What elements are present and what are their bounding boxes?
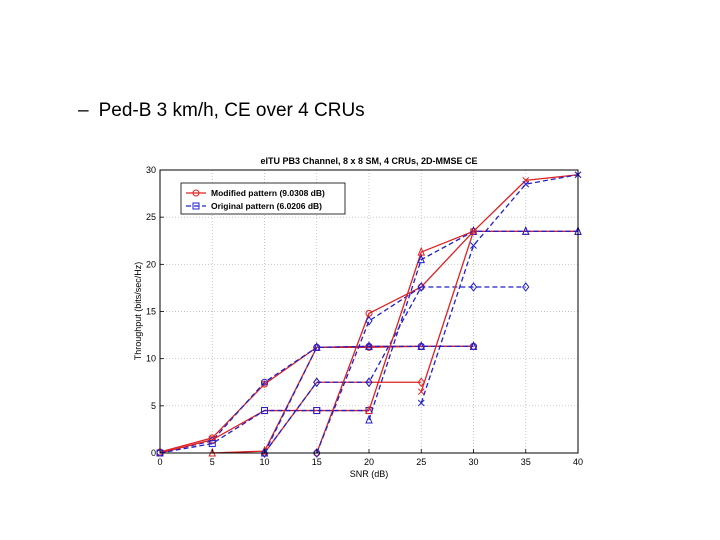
- legend-box: [180, 182, 346, 215]
- grid-layer: [160, 170, 578, 453]
- series-10: [313, 282, 425, 458]
- bullet-dash: –: [78, 100, 89, 121]
- data-point: [312, 342, 321, 351]
- data-point: [469, 282, 478, 292]
- data-point: [261, 407, 268, 415]
- x-axis-label: SNR (dB): [350, 469, 389, 479]
- series-line: [316, 230, 474, 454]
- data-point: [365, 405, 373, 415]
- x-tick-label: 20: [364, 457, 374, 467]
- data-point: [417, 254, 426, 264]
- data-point: [260, 448, 269, 458]
- data-point: [313, 407, 321, 415]
- series-line: [420, 174, 579, 392]
- data-point: [417, 341, 426, 350]
- bullet-text: Ped-B 3 km/h, CE over 4 CRUs: [98, 100, 365, 121]
- x-tick-label: 0: [157, 457, 162, 467]
- data-point: [417, 282, 425, 292]
- y-tick-label: 15: [146, 307, 156, 317]
- series-layer: [156, 171, 582, 458]
- x-tick-label: 25: [416, 457, 426, 467]
- data-point: [313, 377, 321, 388]
- data-point: [365, 316, 373, 326]
- legend: Modified pattern (9.0308 dB) Original pat…: [180, 182, 346, 215]
- data-point: [469, 341, 478, 350]
- x-tick-label: 5: [210, 457, 215, 467]
- data-point: [208, 440, 216, 448]
- data-point: [365, 414, 373, 424]
- data-point: [522, 180, 530, 188]
- legend-marker: [192, 202, 200, 210]
- series-line: [159, 409, 369, 454]
- data-point: [365, 341, 373, 350]
- tick-layer: 0 5 10 15 20 25 30 35 40 0 5 10 15 20 25 30: [146, 165, 583, 467]
- data-point: [469, 226, 478, 235]
- data-point: [208, 436, 216, 444]
- y-axis-label: Throughput (bits/sec/Hz): [133, 262, 143, 361]
- data-point: [261, 378, 268, 386]
- chart-title: eITU PB3 Channel, 8 x 8 SM, 4 CRUs, 2D-M…: [260, 156, 477, 166]
- x-tick-label: 10: [259, 457, 269, 467]
- data-point: [365, 377, 373, 388]
- x-tick-label: 35: [521, 457, 531, 467]
- series-line: [420, 174, 579, 404]
- data-point: [470, 242, 477, 249]
- y-tick-label: 30: [146, 165, 156, 175]
- series-line: [263, 345, 474, 454]
- data-point: [313, 448, 321, 458]
- data-point: [522, 282, 530, 292]
- y-tick-label: 5: [151, 401, 156, 411]
- data-point: [261, 380, 268, 388]
- data-point: [417, 399, 425, 407]
- data-point: [470, 227, 477, 235]
- series-line: [263, 286, 526, 454]
- data-point: [417, 388, 425, 396]
- y-tick-label: 10: [146, 354, 156, 364]
- x-tick-label: 15: [312, 457, 322, 467]
- legend-label: Original pattern (6.0206 dB): [211, 201, 322, 211]
- legend-label: Modified pattern (9.0308 dB): [211, 188, 325, 198]
- x-tick-label: 40: [573, 457, 583, 467]
- x-tick-label: 30: [468, 457, 478, 467]
- y-tick-label: 25: [146, 212, 156, 222]
- y-tick-label: 20: [146, 259, 156, 269]
- data-point: [417, 377, 425, 388]
- data-point: [521, 226, 530, 235]
- series-line: [212, 345, 474, 454]
- legend-marker: [192, 189, 200, 197]
- bullet-line: – Ped-B 3 km/h, CE over 4 CRUs: [78, 100, 365, 122]
- y-tick-label: 0: [151, 448, 156, 458]
